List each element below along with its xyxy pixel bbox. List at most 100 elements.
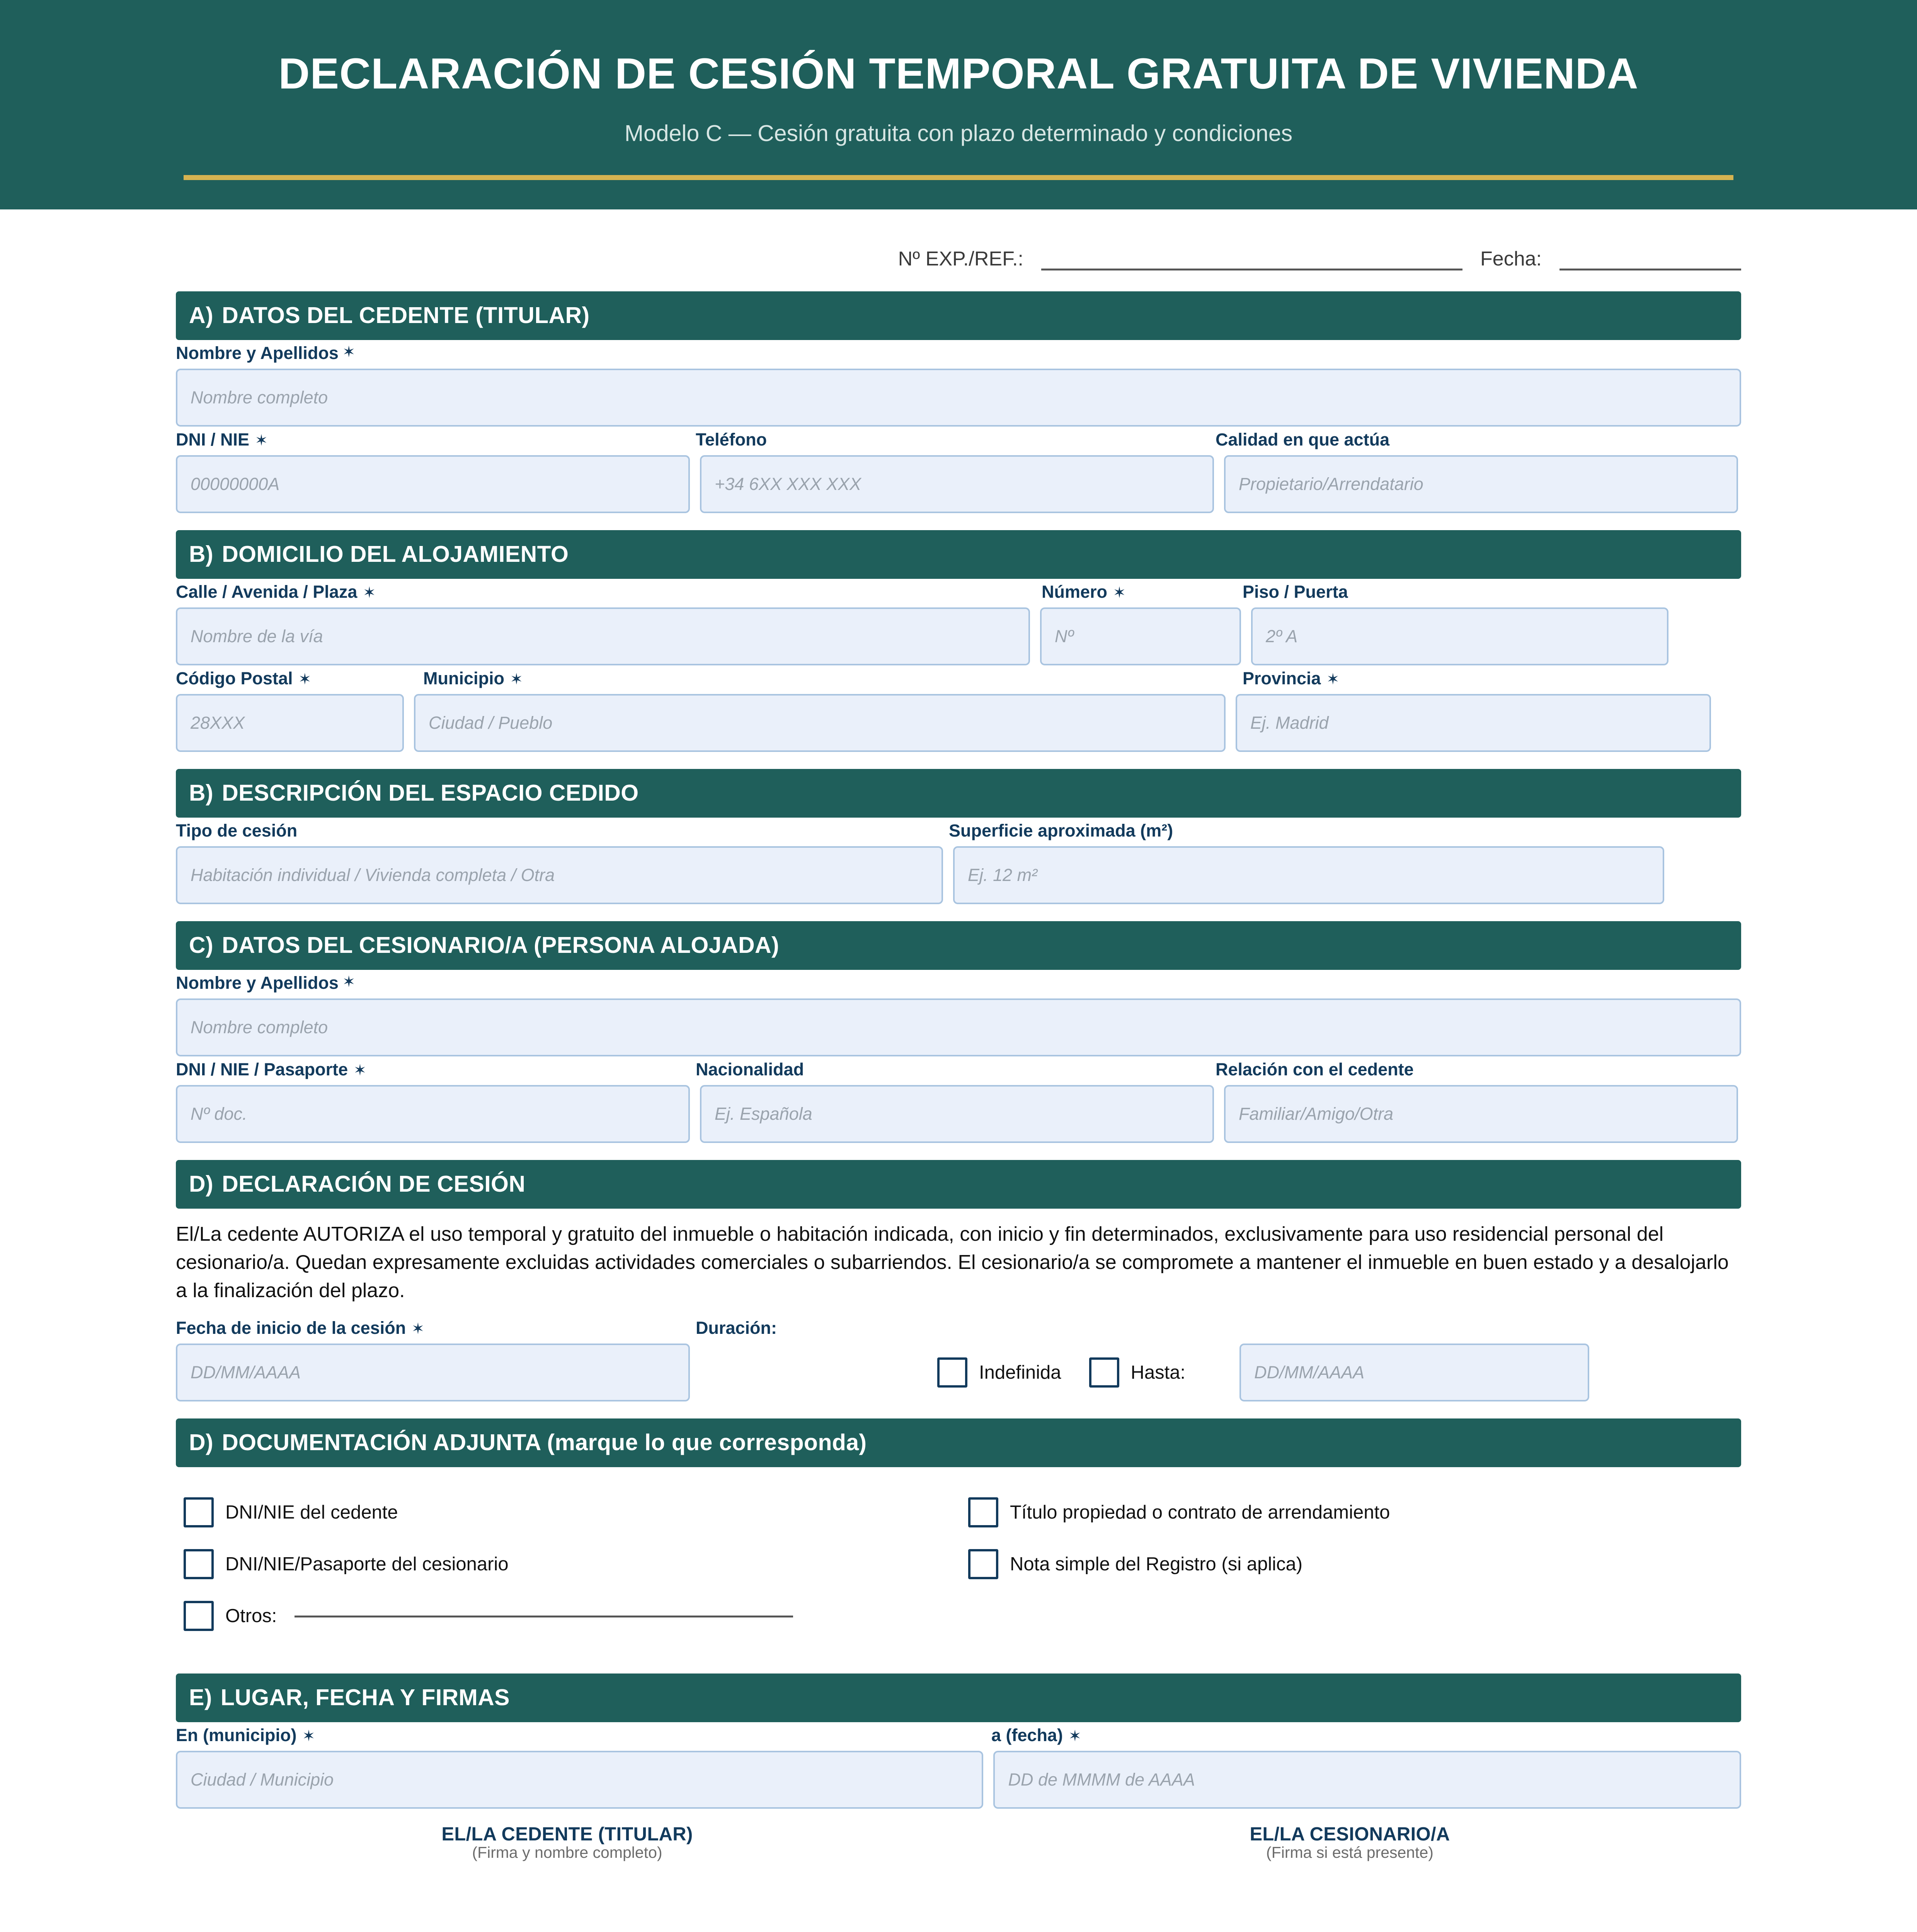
section-title-e: LUGAR, FECHA Y FIRMAS [220,1684,510,1710]
placeholder-calle: Nombre de la vía [191,626,323,646]
reference-line: Nº EXP./REF.: Fecha: [176,247,1741,274]
label-group-nacionalidad: Nacionalidad [696,1060,1216,1080]
placeholder-doc-cesionario: Nº doc. [191,1104,247,1124]
input-nombre-cesionario[interactable]: Nombre completo [176,998,1741,1057]
checkbox-item-indefinida[interactable]: Indefinida [937,1357,1061,1388]
placeholder-codigo-postal: 28XXX [191,713,245,733]
section-letter-c: C) [189,932,214,958]
required-star-icon: ✶ [510,671,523,688]
label-row-duracion: Fecha de inicio de la cesión ✶ Duración: [176,1318,1741,1338]
label-codigo-postal: Código Postal [176,668,293,689]
input-nacionalidad[interactable]: Ej. Española [700,1085,1214,1143]
section-letter-d-declaration: D) [189,1171,214,1197]
input-doc-cesionario[interactable]: Nº doc. [176,1085,690,1143]
expediente-label: Nº EXP./REF.: [898,248,1024,270]
input-calidad-cedente[interactable]: Propietario/Arrendatario [1224,455,1738,514]
label-fecha-inicio: Fecha de inicio de la cesión [176,1318,406,1338]
input-provincia[interactable]: Ej. Madrid [1236,694,1711,752]
field-row-lugar-fecha: Ciudad / Municipio DD de MMMM de AAAA [176,1750,1741,1809]
checkbox-dni-cesionario-icon[interactable] [184,1549,214,1579]
label-nombre-cedente: Nombre y Apellidos [176,343,339,363]
input-fecha-inicio[interactable]: DD/MM/AAAA [176,1343,690,1401]
input-dni-cedente[interactable]: 00000000A [176,455,690,514]
input-superficie[interactable]: Ej. 12 m² [953,846,1664,905]
label-row-via: Calle / Avenida / Plaza ✶ Número ✶ Piso … [176,582,1741,602]
section-title-c: DATOS DEL CESIONARIO/A (PERSONA ALOJADA) [222,932,780,958]
signature-block-cesionario: EL/LA CESIONARIO/A (Firma si está presen… [958,1823,1741,1862]
label-numero: Número [1042,582,1108,602]
checkbox-item-otros[interactable]: Otros: [184,1600,968,1631]
label-row-cp: Código Postal ✶ Municipio ✶ Provincia ✶ [176,668,1741,689]
field-row-cesionario-nombre: Nombre completo [176,998,1741,1057]
input-numero[interactable]: Nº [1040,607,1241,666]
fecha-write-line[interactable] [1559,268,1741,271]
placeholder-dni-cedente: 00000000A [191,474,280,494]
checkbox-indefinida-icon[interactable] [937,1357,967,1388]
section-title-a: DATOS DEL CEDENTE (TITULAR) [222,303,590,328]
fecha-label: Fecha: [1480,248,1542,270]
checkbox-item-nota-simple[interactable]: Nota simple del Registro (si aplica) [968,1549,1753,1579]
label-row-cedente-ids: DNI / NIE ✶ Teléfono Calidad en que actú… [176,430,1741,450]
page-title: DECLARACIÓN DE CESIÓN TEMPORAL GRATUITA … [278,49,1639,98]
section-title-d-docs: DOCUMENTACIÓN ADJUNTA (marque lo que cor… [222,1429,867,1455]
required-star-icon: ✶ [363,584,376,602]
input-calle[interactable]: Nombre de la vía [176,607,1030,666]
required-star-icon: ✶ [342,344,356,361]
required-star-icon: ✶ [298,671,312,688]
checkbox-label-indefinida: Indefinida [979,1362,1061,1383]
placeholder-numero: Nº [1055,626,1074,646]
checkbox-item-titulo-propiedad[interactable]: Título propiedad o contrato de arrendami… [968,1497,1753,1527]
checkbox-dni-cedente-icon[interactable] [184,1497,214,1527]
label-group-piso: Piso / Puerta [1243,582,1348,602]
otros-write-line[interactable] [295,1614,793,1617]
declaration-paragraph: El/La cedente AUTORIZA el uso temporal y… [176,1223,1729,1302]
label-relacion: Relación con el cedente [1216,1060,1414,1080]
placeholder-telefono: +34 6XX XXX XXX [715,474,861,494]
section-title-b-address: DOMICILIO DEL ALOJAMIENTO [222,541,569,567]
checkbox-label-titulo-propiedad: Título propiedad o contrato de arrendami… [1010,1502,1390,1523]
checkbox-item-dni-cedente[interactable]: DNI/NIE del cedente [184,1497,968,1527]
label-row-lugar-fecha: En (municipio) ✶ a (fecha) ✶ [176,1725,1741,1745]
signature-subtitle-cedente: (Firma y nombre completo) [472,1843,662,1861]
placeholder-tipo-cesion: Habitación individual / Vivienda complet… [191,865,555,885]
required-star-icon: ✶ [411,1320,425,1337]
expediente-write-line[interactable] [1041,268,1463,271]
input-en-municipio[interactable]: Ciudad / Municipio [176,1750,984,1809]
checkbox-item-hasta[interactable]: Hasta: [1089,1357,1186,1388]
label-group-a-fecha: a (fecha) ✶ [991,1725,1081,1745]
signature-title-cesionario: EL/LA CESIONARIO/A [1250,1823,1450,1845]
label-group-provincia: Provincia ✶ [1243,668,1340,689]
input-fecha-hasta[interactable]: DD/MM/AAAA [1239,1343,1590,1401]
input-nombre-cedente[interactable]: Nombre completo [176,369,1741,427]
checkbox-hasta-icon[interactable] [1089,1357,1119,1388]
checkbox-item-dni-cesionario[interactable]: DNI/NIE/Pasaporte del cesionario [184,1549,968,1579]
required-star-icon: ✶ [255,432,268,449]
input-a-fecha[interactable]: DD de MMMM de AAAA [993,1750,1741,1809]
label-group-relacion: Relación con el cedente [1216,1060,1735,1080]
checkbox-titulo-propiedad-icon[interactable] [968,1497,998,1527]
checkbox-otros-icon[interactable] [184,1600,214,1631]
label-row-espacio: Tipo de cesión Superficie aproximada (m²… [176,821,1741,841]
section-header-documentacion: D) DOCUMENTACIÓN ADJUNTA (marque lo que c… [176,1418,1741,1467]
label-a-fecha: a (fecha) [991,1725,1063,1745]
placeholder-superficie: Ej. 12 m² [968,865,1038,885]
label-group-calle: Calle / Avenida / Plaza ✶ [176,582,1042,602]
section-title-d-declaration: DECLARACIÓN DE CESIÓN [222,1171,526,1197]
input-piso-puerta[interactable]: 2º A [1251,607,1668,666]
section-letter-e: E) [189,1684,212,1710]
input-municipio[interactable]: Ciudad / Pueblo [414,694,1226,752]
checkbox-label-dni-cesionario: DNI/NIE/Pasaporte del cesionario [225,1553,509,1575]
placeholder-a-fecha: DD de MMMM de AAAA [1008,1769,1195,1789]
section-header-domicilio: B) DOMICILIO DEL ALOJAMIENTO [176,530,1741,579]
input-relacion[interactable]: Familiar/Amigo/Otra [1224,1085,1738,1143]
input-codigo-postal[interactable]: 28XXX [176,694,404,752]
checkbox-nota-simple-icon[interactable] [968,1549,998,1579]
checkbox-label-hasta: Hasta: [1130,1362,1186,1383]
input-tipo-cesion[interactable]: Habitación individual / Vivienda complet… [176,846,943,905]
label-group-doc-cesionario: DNI / NIE / Pasaporte ✶ [176,1060,696,1080]
input-telefono-cedente[interactable]: +34 6XX XXX XXX [700,455,1214,514]
label-duracion: Duración: [696,1318,777,1338]
required-star-icon: ✶ [1326,671,1340,688]
section-letter-a: A) [189,303,214,328]
label-nombre-cesionario: Nombre y Apellidos [176,973,339,993]
